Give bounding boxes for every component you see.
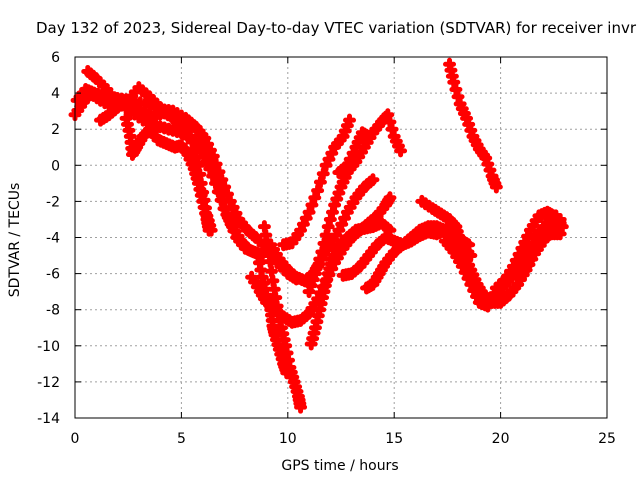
data-point — [203, 162, 217, 176]
series-layer — [68, 57, 569, 414]
data-point — [302, 205, 316, 219]
series-arc-20 — [511, 212, 567, 291]
data-point — [218, 180, 232, 194]
y-tick-label: 4 — [51, 86, 60, 102]
data-point — [214, 193, 228, 207]
data-point — [206, 149, 220, 163]
x-tick-label: 20 — [492, 431, 510, 447]
data-point — [319, 228, 333, 242]
data-point — [221, 187, 235, 201]
data-point — [383, 191, 397, 205]
data-point — [212, 165, 226, 179]
data-point — [553, 227, 567, 241]
series-arc-13 — [332, 126, 376, 180]
data-point — [200, 155, 214, 169]
y-tick-label: 0 — [51, 158, 60, 174]
data-point — [553, 216, 567, 230]
data-point — [264, 264, 278, 278]
data-point — [343, 113, 357, 127]
data-point — [311, 184, 325, 198]
series-arc-5 — [119, 111, 216, 237]
data-point — [305, 198, 319, 212]
series-arc-21 — [443, 57, 503, 194]
data-point — [317, 237, 331, 251]
data-point — [294, 400, 308, 414]
series-arc-4 — [94, 81, 303, 286]
data-point — [206, 169, 220, 183]
series-arc-10 — [277, 113, 357, 252]
data-point — [263, 255, 277, 269]
y-axis-label: SDTVAR / TECUs — [7, 183, 23, 298]
data-point — [394, 144, 408, 158]
data-point — [362, 129, 376, 143]
data-point — [215, 173, 229, 187]
x-tick-label: 0 — [71, 431, 80, 447]
x-tick-label: 25 — [598, 431, 616, 447]
y-tick-label: -8 — [46, 303, 60, 319]
y-tick-label: 2 — [51, 122, 60, 138]
x-tick-label: 5 — [177, 431, 186, 447]
data-point — [316, 167, 330, 181]
data-point — [489, 180, 503, 194]
series-arc-11 — [304, 216, 397, 351]
x-tick-label: 15 — [385, 431, 403, 447]
data-point — [313, 175, 327, 189]
y-tick-label: -2 — [46, 194, 60, 210]
y-tick-label: -14 — [37, 411, 60, 427]
x-tick-label: 10 — [279, 431, 297, 447]
data-point — [209, 157, 223, 171]
ticks: 0 5 10 15 20 25 -14 -12 -10 -8 -6 -4 -2 0 2 4 6 — [37, 50, 616, 447]
y-tick-label: -12 — [37, 375, 60, 391]
x-axis-label: GPS time / hours — [281, 458, 398, 474]
y-tick-label: 6 — [51, 50, 60, 66]
data-point — [308, 191, 322, 205]
data-point — [315, 245, 329, 259]
series-arc-3 — [81, 64, 265, 261]
y-tick-label: -6 — [46, 267, 60, 283]
y-tick-label: -10 — [37, 339, 60, 355]
y-tick-label: -4 — [46, 231, 60, 247]
data-point — [366, 173, 380, 187]
data-point — [280, 366, 294, 380]
chart-title: Day 132 of 2023, Sidereal Day-to-day VTE… — [36, 19, 637, 37]
data-point — [211, 185, 225, 199]
data-point — [202, 223, 216, 237]
data-point — [208, 176, 222, 190]
